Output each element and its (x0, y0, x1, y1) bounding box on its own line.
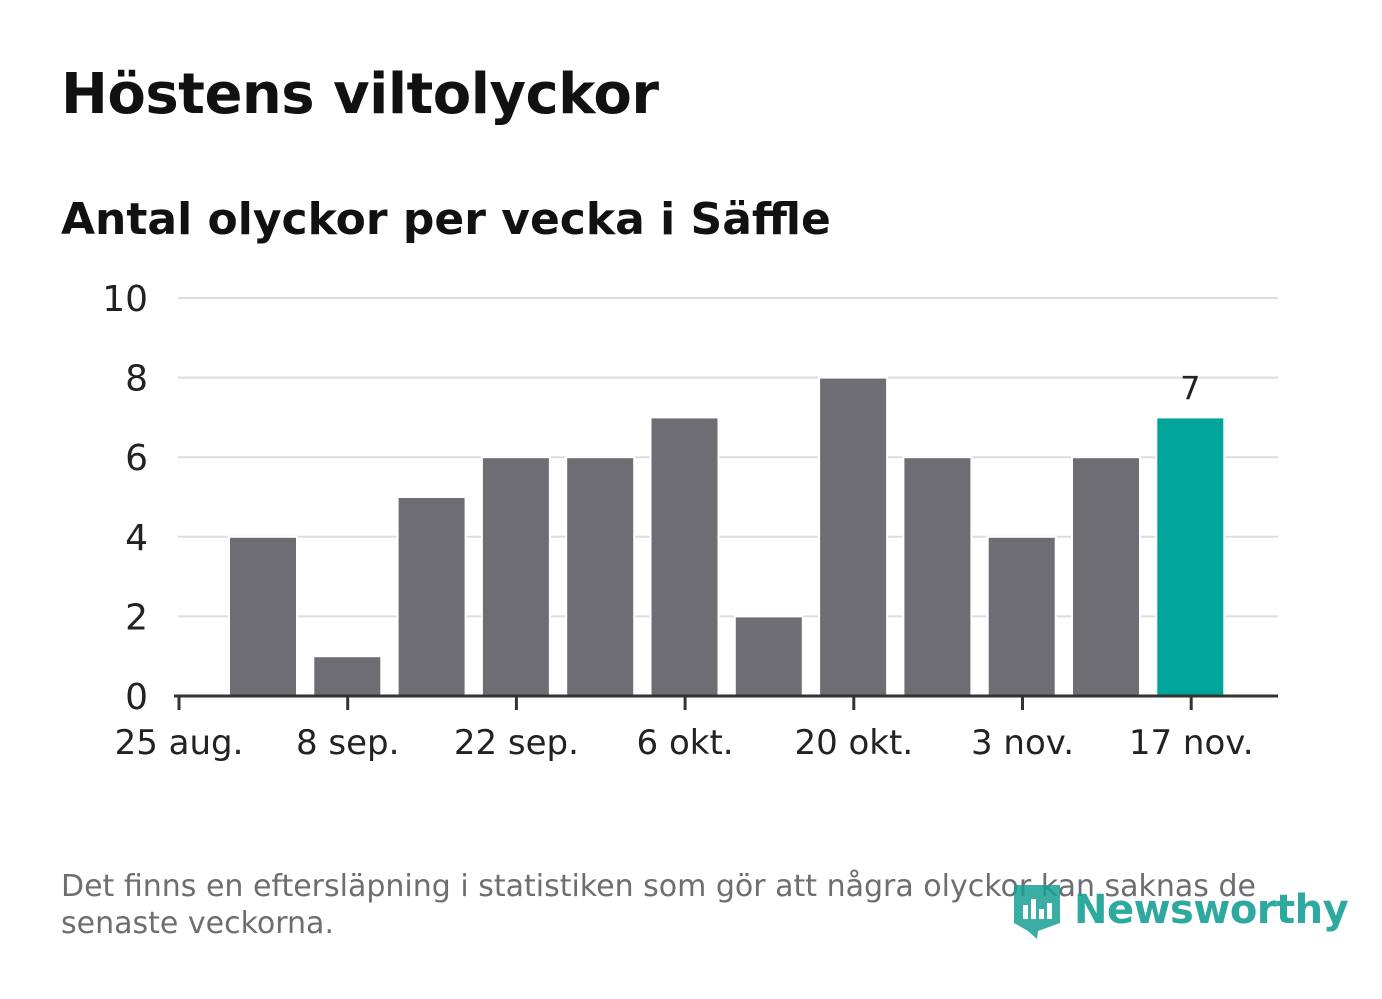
x-tick-label: 20 okt. (794, 723, 913, 763)
x-tick-label: 17 nov. (1129, 723, 1254, 763)
chart-subtitle: Antal olyckor per vecka i Säffle (61, 194, 831, 245)
bars (228, 376, 1226, 698)
y-tick-label: 10 (102, 279, 148, 320)
bar (1071, 456, 1141, 698)
bar (228, 535, 298, 697)
y-tick-label: 0 (125, 677, 148, 718)
bar (649, 416, 720, 697)
brand-name: Newsworthy (1074, 887, 1349, 933)
x-tick-label: 25 aug. (115, 723, 244, 763)
bar (480, 456, 551, 698)
bar-data-label: 7 (1180, 369, 1200, 407)
bar (312, 655, 383, 698)
bar (818, 376, 889, 697)
brand-logo: Newsworthy (1010, 878, 1349, 942)
x-tick-label: 22 sep. (454, 723, 579, 763)
bar (565, 456, 636, 698)
y-tick-label: 6 (125, 438, 148, 479)
bar (986, 535, 1057, 697)
bar (733, 615, 804, 698)
bar (902, 456, 973, 698)
chart-title: Höstens viltolyckor (61, 62, 659, 127)
x-tick-label: 8 sep. (296, 723, 399, 763)
x-tick-label: 6 okt. (637, 723, 734, 763)
y-tick-label: 2 (125, 597, 148, 638)
bar (396, 496, 467, 697)
newsworthy-logo-icon (1014, 885, 1060, 939)
y-tick-label: 4 (125, 518, 148, 559)
bar-highlighted (1155, 416, 1226, 697)
axes: 0 2 4 6 8 10 7 25 aug. 8 sep. 22 sep. 6 okt. 20 okt… (102, 279, 1278, 763)
x-tick-label: 3 nov. (971, 723, 1074, 763)
y-tick-label: 8 (125, 359, 148, 400)
